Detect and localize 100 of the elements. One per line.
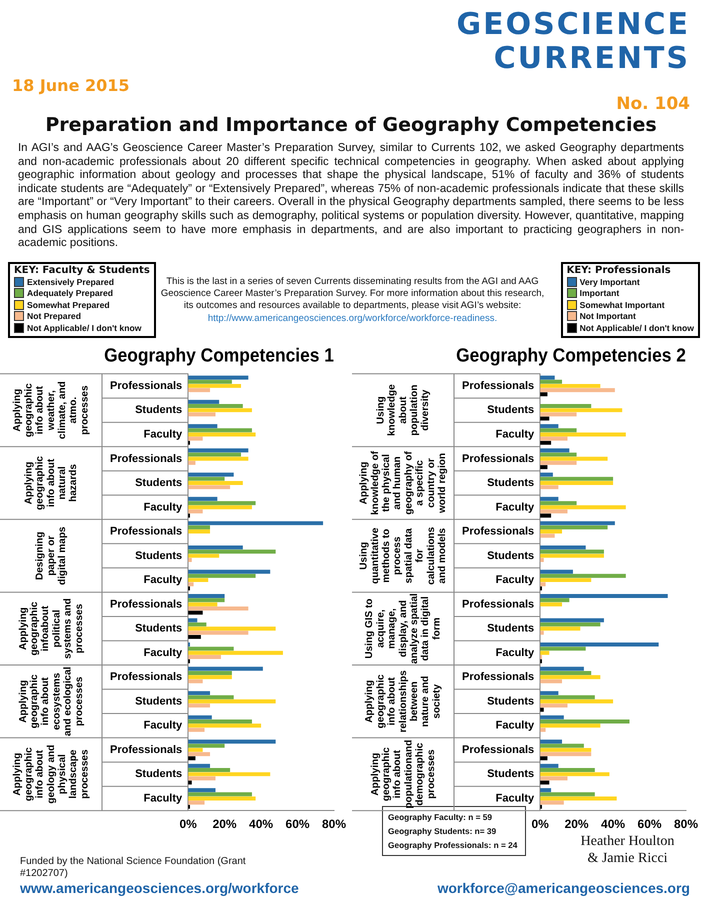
bar: [540, 574, 626, 578]
bar: [188, 501, 256, 506]
x-tick-label: 20%: [564, 817, 589, 832]
bar: [540, 792, 595, 796]
bar: [188, 509, 203, 514]
bar: [540, 756, 548, 760]
y-tick-label: Faculty: [496, 792, 536, 804]
bar: [188, 610, 203, 615]
y-tick-label: Students: [487, 550, 534, 562]
bar: [188, 695, 234, 700]
x-tick-label: 60%: [638, 817, 662, 832]
bar: [188, 780, 192, 785]
text: http://www.americangeosciences.org/workforce/workforce-readiness.: [206, 313, 498, 324]
legend-label: Somewhat Prepared: [27, 300, 110, 310]
text: Applying geographic infoabout political systems and processes: [18, 598, 85, 659]
y-tick-label: Students: [487, 695, 534, 708]
y-tick-label: Faculty: [144, 574, 184, 586]
bar: [188, 594, 225, 598]
bar: [540, 408, 622, 412]
text: In AGI’s and AAG’s Geoscience Career Master’s Preparation Survey, similar to Currents 102, we asked Geography departments and non-academic professionals about 20 different specific technical competencies in geography. When asked about applying geographic information about geology and processes that shape the physical landscape, 51% of faculty and 36% of students indicate students are “Adequately” or “Extensively Prepared”, whereas 75% of non-academic professionals indicate that these skills are “Important” or “Very Important” to their careers. Overall in the physical Geography departments sampled, there seems to be less emphasis on human geography skills such as demography, political systems or population diversity. However, quantitative, mapping and GIS applications seem to have more emphasis in departments, and are also important to practicing geographers in non-academic positions.: [18, 142, 684, 251]
text: www.americangeosciences.org/workforce: [20, 880, 300, 896]
y-tick-label: Faculty: [144, 428, 184, 440]
bar: [540, 501, 577, 506]
x-tick-label: 0%: [179, 817, 198, 832]
bar: [188, 646, 234, 651]
legend-label: Important: [580, 288, 620, 298]
legend-label: Extensively Prepared: [27, 276, 114, 287]
bar: [540, 412, 577, 416]
text: Geography Faculty: n = 59: [388, 812, 493, 822]
text: Heather Houlton: [580, 834, 676, 850]
bar: [188, 452, 242, 457]
bar: [540, 472, 553, 477]
bar: [540, 594, 668, 598]
bar: [188, 598, 225, 602]
y-tick-label: Students: [487, 404, 534, 416]
bar: [188, 400, 220, 404]
bar: [188, 650, 283, 655]
bar: [540, 630, 544, 635]
bar: [540, 728, 546, 732]
bar: [540, 496, 558, 501]
bar: [188, 796, 256, 800]
text: Applying knowledge of the physical and human geography of a specific country or world region: [358, 450, 448, 515]
bar: [188, 570, 270, 574]
bar: [188, 376, 248, 380]
x-tick-label: 80%: [322, 817, 346, 832]
bar: [540, 691, 558, 696]
bar: [540, 460, 577, 465]
bar: [188, 704, 210, 708]
y-tick-label: Professionals: [462, 671, 534, 684]
bar: [188, 574, 256, 578]
y-tick-label: Students: [135, 695, 182, 708]
bar: [540, 724, 600, 728]
text: Funded by the National Science Foundation (Grant #1202707): [20, 856, 247, 880]
y-tick-label: Professionals: [462, 380, 534, 392]
bar: [540, 699, 614, 704]
bar: [540, 452, 577, 457]
bar: [540, 796, 617, 800]
bar: [540, 764, 558, 768]
bar: [540, 428, 577, 432]
y-tick-label: Students: [487, 768, 534, 780]
bar: [188, 724, 262, 728]
bar: [540, 384, 600, 388]
bar: [540, 780, 550, 785]
bar: [540, 570, 573, 574]
bar: [540, 642, 659, 646]
bar: [188, 764, 210, 768]
bar: [540, 740, 562, 744]
y-tick-label: Professionals: [110, 526, 182, 538]
legend-label: Very Important: [580, 276, 640, 287]
legend-label: Not Prepared: [27, 311, 81, 322]
y-tick-label: Faculty: [496, 501, 536, 514]
bar: [540, 376, 555, 380]
bar: [188, 756, 196, 760]
bar: [540, 465, 548, 470]
bar: [188, 776, 216, 780]
bar: [188, 578, 208, 582]
bar: [540, 715, 564, 720]
bar: [188, 800, 205, 805]
bar: [188, 525, 210, 530]
bar: [540, 392, 548, 396]
text: Using quantitative methods to process spatial data for calculations and models: [358, 526, 448, 585]
bar: [188, 404, 243, 408]
bar: [540, 666, 584, 671]
x-tick-label: 80%: [674, 817, 698, 832]
bar: [188, 728, 205, 732]
y-tick-label: Professionals: [110, 598, 182, 610]
bar: [188, 428, 252, 432]
bar: [540, 388, 615, 392]
bar: [188, 460, 196, 465]
bar: [540, 534, 555, 538]
bar: [540, 776, 568, 780]
x-tick-label: 0%: [531, 817, 550, 832]
bar: [540, 704, 568, 708]
text: Using GIS to acquire, manage, display, and analyze spatial data in digital form: [364, 593, 442, 664]
bar: [540, 404, 592, 408]
bar: [540, 695, 595, 700]
bar: [540, 578, 592, 582]
bar: [540, 675, 600, 680]
y-tick-label: Students: [135, 768, 182, 780]
text: Geography Students: n= 39: [388, 826, 498, 836]
